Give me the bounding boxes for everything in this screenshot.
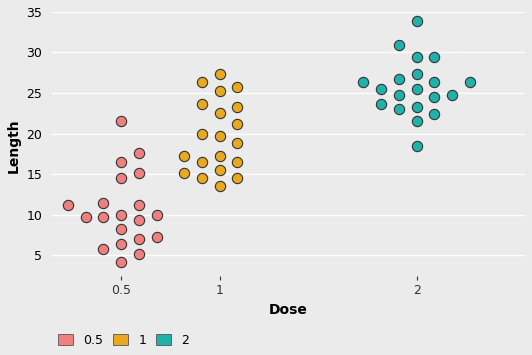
Point: [215, 167, 224, 173]
Point: [395, 42, 403, 48]
Point: [135, 202, 143, 208]
Point: [377, 102, 386, 107]
Point: [99, 200, 107, 206]
Point: [197, 159, 206, 165]
Point: [117, 175, 126, 181]
Point: [412, 104, 421, 110]
Point: [197, 102, 206, 107]
Point: [430, 111, 439, 117]
Point: [430, 79, 439, 84]
Point: [412, 18, 421, 24]
Point: [412, 86, 421, 92]
Point: [180, 153, 188, 158]
Point: [215, 133, 224, 139]
Legend: 0.5, 1, 2: 0.5, 1, 2: [59, 334, 189, 347]
Point: [215, 153, 224, 158]
Point: [412, 55, 421, 60]
Point: [215, 183, 224, 189]
Point: [430, 54, 439, 59]
Point: [215, 110, 224, 116]
Point: [197, 175, 206, 181]
Point: [117, 159, 126, 165]
Point: [215, 89, 224, 94]
X-axis label: Dose: Dose: [269, 303, 308, 317]
Point: [135, 251, 143, 257]
Point: [180, 170, 188, 175]
Point: [135, 217, 143, 223]
Point: [233, 175, 242, 181]
Point: [117, 212, 126, 218]
Point: [197, 131, 206, 136]
Point: [430, 94, 439, 100]
Point: [117, 119, 126, 124]
Point: [117, 241, 126, 247]
Point: [152, 212, 161, 218]
Point: [81, 214, 90, 220]
Point: [135, 236, 143, 242]
Point: [117, 226, 126, 232]
Point: [233, 159, 242, 165]
Point: [233, 141, 242, 146]
Point: [197, 79, 206, 84]
Point: [135, 150, 143, 156]
Point: [215, 72, 224, 77]
Point: [117, 259, 126, 264]
Point: [412, 143, 421, 149]
Point: [233, 121, 242, 127]
Point: [152, 234, 161, 240]
Point: [233, 104, 242, 110]
Point: [233, 84, 242, 89]
Point: [395, 76, 403, 82]
Point: [359, 79, 368, 84]
Point: [466, 79, 474, 84]
Point: [395, 106, 403, 112]
Point: [448, 92, 456, 98]
Point: [377, 86, 386, 92]
Point: [135, 170, 143, 175]
Point: [99, 214, 107, 220]
Y-axis label: Length: Length: [7, 119, 21, 173]
Point: [395, 92, 403, 98]
Point: [99, 246, 107, 252]
Point: [412, 72, 421, 77]
Point: [64, 202, 72, 208]
Point: [412, 119, 421, 124]
